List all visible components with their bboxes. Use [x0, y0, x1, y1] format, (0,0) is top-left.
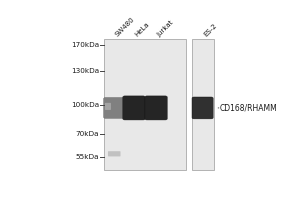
Text: CD168/RHAMM: CD168/RHAMM	[220, 103, 278, 112]
Text: 70kDa: 70kDa	[76, 131, 99, 137]
Text: 100kDa: 100kDa	[71, 102, 99, 108]
Text: 55kDa: 55kDa	[76, 154, 99, 160]
FancyBboxPatch shape	[145, 96, 167, 120]
Text: ES-2: ES-2	[202, 23, 218, 38]
FancyBboxPatch shape	[108, 151, 121, 156]
Text: Jurkat: Jurkat	[156, 19, 175, 38]
Text: SW480: SW480	[114, 16, 136, 38]
FancyBboxPatch shape	[105, 103, 111, 110]
Bar	[192, 39, 214, 170]
Text: HeLa: HeLa	[134, 21, 151, 38]
Bar	[104, 39, 186, 170]
Text: 170kDa: 170kDa	[71, 42, 99, 48]
Text: 130kDa: 130kDa	[71, 68, 99, 74]
FancyBboxPatch shape	[192, 97, 213, 119]
FancyBboxPatch shape	[123, 96, 145, 120]
FancyBboxPatch shape	[103, 98, 125, 118]
